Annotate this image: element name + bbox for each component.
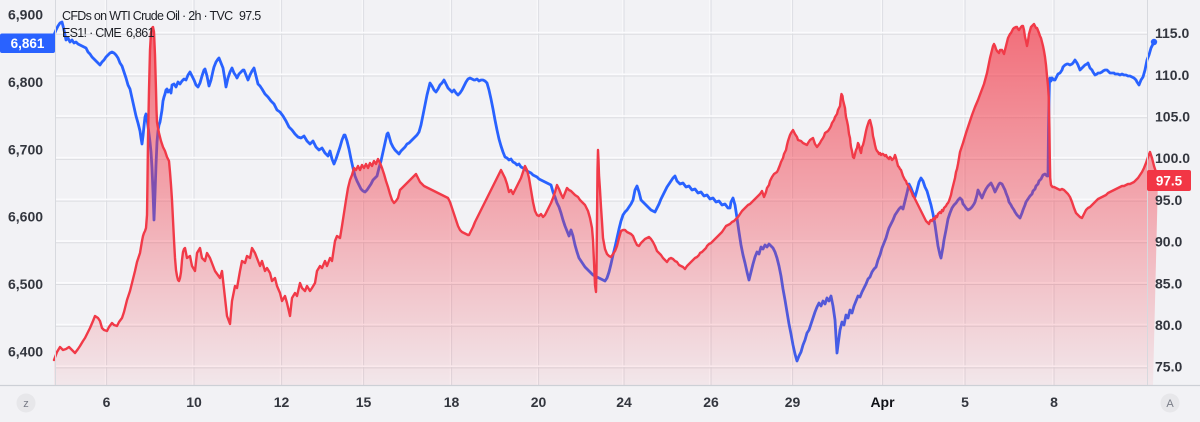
svg-text:CFDs on WTI Crude Oil · 2h · T: CFDs on WTI Crude Oil · 2h · TVC [62,9,233,23]
svg-text:8: 8 [1050,394,1058,410]
svg-text:6,861: 6,861 [11,36,45,51]
svg-text:90.0: 90.0 [1155,234,1182,250]
svg-text:5: 5 [961,394,969,410]
svg-text:80.0: 80.0 [1155,317,1182,333]
svg-text:97.5: 97.5 [1156,174,1183,189]
svg-text:12: 12 [274,394,290,410]
svg-text:115.0: 115.0 [1155,25,1189,41]
svg-text:110.0: 110.0 [1155,67,1189,83]
svg-text:6,900: 6,900 [8,7,43,23]
svg-text:18: 18 [444,394,460,410]
svg-text:6,400: 6,400 [8,344,43,360]
svg-text:20: 20 [531,394,547,410]
svg-text:15: 15 [356,394,372,410]
svg-text:95.0: 95.0 [1155,192,1182,208]
svg-text:6,800: 6,800 [8,74,43,90]
svg-text:29: 29 [785,394,801,410]
svg-text:105.0: 105.0 [1155,109,1190,125]
svg-text:6: 6 [103,394,111,410]
svg-text:Apr: Apr [870,394,895,410]
svg-text:24: 24 [616,394,632,410]
svg-text:6,700: 6,700 [8,141,43,157]
svg-text:85.0: 85.0 [1155,275,1182,291]
svg-text:10: 10 [186,394,202,410]
svg-text:6,861: 6,861 [126,26,155,40]
svg-text:75.0: 75.0 [1155,359,1182,375]
svg-text:97.5: 97.5 [239,9,261,23]
svg-text:z: z [23,398,29,410]
svg-text:100.0: 100.0 [1155,150,1190,166]
svg-text:A: A [1166,398,1174,410]
svg-text:6,600: 6,600 [8,209,43,225]
svg-text:ES1! · CME: ES1! · CME [62,26,121,40]
svg-text:26: 26 [703,394,719,410]
svg-text:6,500: 6,500 [8,276,43,292]
